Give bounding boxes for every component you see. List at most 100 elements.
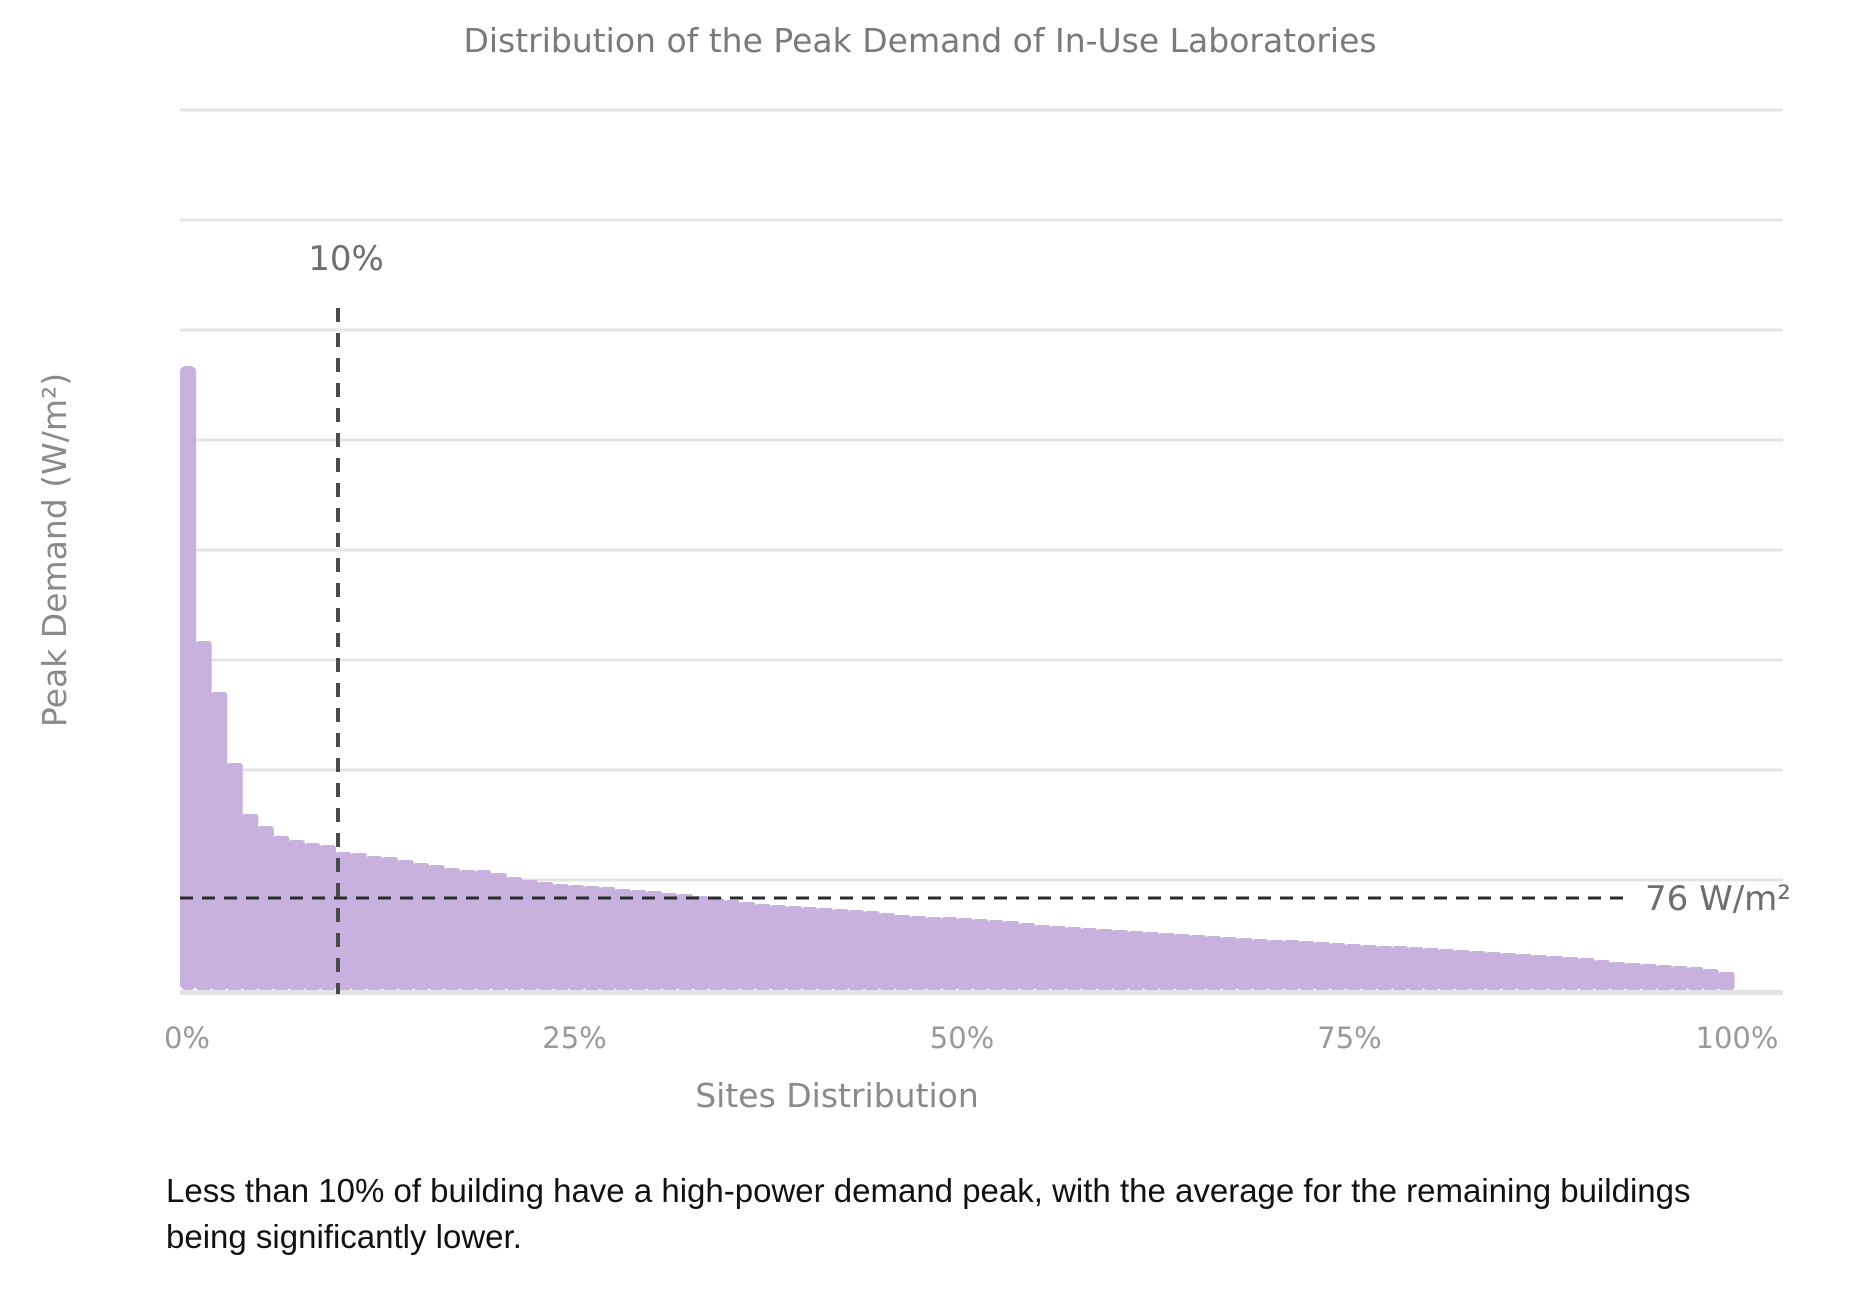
bar-83 [1454,950,1471,990]
bar-38 [754,904,772,990]
bar-1 [180,366,197,990]
bar-54 [1003,921,1020,990]
bar-84 [1469,951,1486,990]
bar-64 [1159,933,1176,990]
mean-line-label: 76 W/m² [1645,879,1791,919]
bar-26 [568,885,585,990]
bar-24 [537,882,554,990]
bar-48 [910,916,927,990]
bar-76 [1345,944,1362,990]
bar-74 [1314,942,1331,990]
x-tick-labels: 0% 25% 50% 75% 100% [164,1021,1778,1055]
y-axis-label: Peak Demand (W/m²) [35,373,74,727]
x-axis-label: Sites Distribution [695,1076,979,1115]
bar-3 [211,692,228,990]
bar-12 [350,853,368,990]
bar-51 [957,918,974,990]
bar-92 [1594,960,1611,990]
bar-34 [692,896,709,990]
bar-22 [506,877,523,990]
bar-41 [801,907,818,990]
gridlines [180,108,1783,882]
bar-70 [1252,939,1269,990]
bar-71 [1267,940,1284,990]
bar-13 [366,856,383,990]
bar-72 [1283,940,1300,990]
bar-68 [1221,937,1238,990]
bar-37 [739,902,756,990]
bar-63 [1143,932,1160,990]
bar-59 [1081,928,1098,990]
bar-40 [786,906,803,990]
bar-45 [863,911,880,990]
bar-25 [552,884,570,990]
bar-81 [1423,948,1440,990]
bar-6 [257,826,274,990]
bar-39 [770,905,787,990]
bar-31 [646,891,663,990]
bar-7 [273,836,290,990]
bar-27 [584,886,601,990]
bar-14 [382,857,399,990]
bar-96 [1656,965,1673,990]
bar-98 [1687,967,1704,990]
chart-title: Distribution of the Peak Demand of In-Us… [463,21,1376,60]
bar-28 [599,887,616,990]
bar-29 [615,889,632,990]
bar-85 [1485,952,1502,990]
bar-46 [879,913,896,990]
bar-30 [630,890,647,990]
bar-4 [226,763,243,990]
x-tick-label: 75% [1317,1021,1381,1055]
bar-88 [1531,955,1549,990]
caption: Less than 10% of building have a high-po… [166,1172,1691,1255]
bar-18 [444,868,461,990]
bar-49 [925,917,943,990]
bar-89 [1547,956,1564,990]
bar-66 [1190,935,1207,990]
x-tick-label: 25% [542,1021,606,1055]
bar-57 [1050,926,1067,990]
bar-50 [941,917,958,990]
bar-9 [304,843,321,990]
bar-2 [195,641,212,990]
bar-100 [1718,972,1735,990]
bar-55 [1019,923,1036,990]
bar-42 [817,908,834,990]
bar-77 [1361,945,1378,990]
bar-82 [1438,949,1455,990]
chart: Distribution of the Peak Demand of In-Us… [35,21,1791,1115]
bar-87 [1516,954,1533,990]
bar-75 [1329,943,1347,990]
bar-10 [319,845,336,990]
bar-52 [972,919,989,990]
bar-95 [1640,964,1657,990]
bar-32 [661,893,678,990]
bar-47 [894,915,911,990]
bar-36 [723,900,741,990]
bar-62 [1127,931,1145,990]
bar-67 [1205,936,1222,990]
x-axis-baseline [180,990,1783,995]
bar-61 [1112,930,1129,990]
bar-80 [1407,947,1424,990]
bar-69 [1236,938,1253,990]
bar-78 [1376,946,1393,990]
bar-73 [1298,941,1316,990]
bar-56 [1034,925,1051,990]
bar-53 [988,920,1005,990]
bar-15 [397,860,414,990]
bar-97 [1671,966,1688,990]
bar-60 [1096,929,1113,990]
x-tick-label: 50% [930,1021,994,1055]
bar-35 [708,898,725,990]
bar-90 [1563,957,1580,990]
bar-44 [848,910,865,990]
bar-17 [428,865,445,990]
bars [180,366,1735,990]
bar-8 [288,840,305,990]
bar-23 [521,880,539,990]
bar-19 [459,870,476,990]
x-tick-label: 100% [1696,1021,1779,1055]
bar-79 [1392,946,1409,990]
